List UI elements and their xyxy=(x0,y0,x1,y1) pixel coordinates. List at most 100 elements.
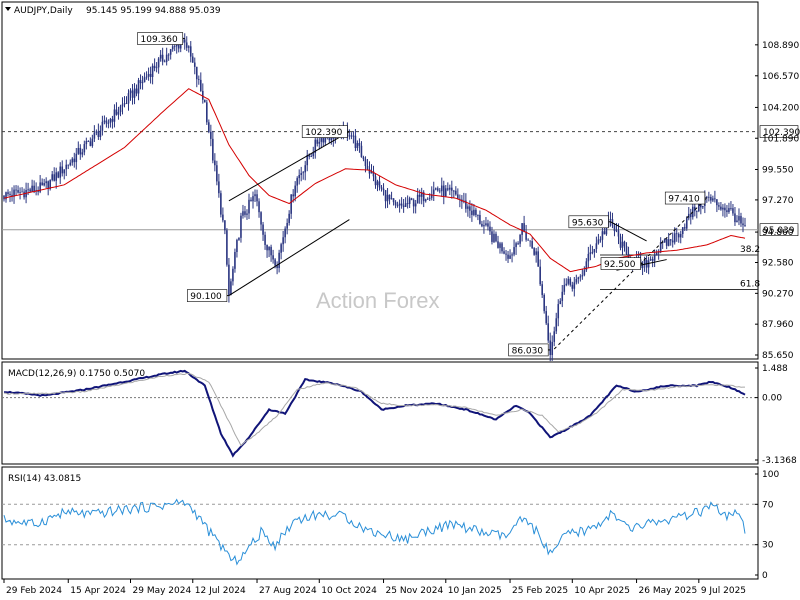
price-bar-body xyxy=(222,214,224,221)
price-bar-body xyxy=(316,139,319,144)
price-bar-body xyxy=(677,233,680,238)
price-bar-body xyxy=(91,138,94,146)
price-bar-body xyxy=(115,109,118,115)
price-bar-body xyxy=(260,212,262,225)
price-bar-body xyxy=(236,239,238,253)
rsi-panel xyxy=(1,466,759,580)
price-bar-body xyxy=(406,203,409,205)
price-bar-body xyxy=(402,205,405,207)
price-bar-body xyxy=(571,284,574,289)
chart-ohlc-readout: 95.145 95.199 94.888 95.039 xyxy=(86,6,221,16)
price-bar-body xyxy=(360,145,363,158)
price-bar-body xyxy=(685,218,688,229)
price-bar-body xyxy=(292,194,294,197)
xtick-label-1: 15 Apr 2024 xyxy=(70,586,126,596)
price-bar-body xyxy=(87,141,90,142)
price-bar-body xyxy=(11,194,13,197)
price-bar-body xyxy=(143,77,146,83)
price-bar-body xyxy=(97,131,100,137)
price-bar-body xyxy=(537,251,539,267)
callout-label-5: 92.500 xyxy=(604,260,636,270)
price-bar-body xyxy=(21,191,23,193)
price-bar-body xyxy=(726,210,728,213)
price-bar-body xyxy=(51,174,53,180)
price-bar-body xyxy=(706,196,708,198)
price-bar-body xyxy=(45,181,47,184)
price-bar-body xyxy=(324,136,327,143)
price-bar-body xyxy=(708,196,710,198)
x-axis: 29 Feb 2024 15 Apr 2024 29 May 2024 12 Jul … xyxy=(3,579,746,596)
callout-box-1 xyxy=(301,125,348,138)
price-bar-body xyxy=(649,259,652,261)
price-bar-body xyxy=(167,54,170,56)
price-bar-body xyxy=(356,143,359,149)
price-bar-body xyxy=(665,238,668,246)
price-bar-body xyxy=(135,88,138,94)
price-bar-body xyxy=(163,61,166,63)
price-bar-body xyxy=(495,233,497,242)
price-bar-body xyxy=(438,190,441,192)
price-ytick-label-3: 101.890 xyxy=(762,134,799,144)
price-bar-body xyxy=(503,251,505,254)
price-bar-body xyxy=(675,233,678,235)
price-bar-body xyxy=(744,225,746,226)
dropdown-triangle-icon[interactable] xyxy=(5,7,11,11)
price-bar-body xyxy=(569,278,572,285)
price-bar-body xyxy=(394,202,397,206)
price-bar-body xyxy=(531,241,533,249)
price-bar-body xyxy=(290,194,292,214)
price-bar-body xyxy=(151,65,154,77)
price-bar-body xyxy=(434,188,437,190)
price-bar-body xyxy=(659,242,662,253)
price-bar-body xyxy=(398,203,401,206)
price-ytick-label-4: 99.550 xyxy=(762,165,794,175)
price-bar-body xyxy=(589,252,592,254)
price-bar-body xyxy=(77,147,80,154)
price-bar-body xyxy=(310,156,313,157)
price-ytick-label-10: 85.650 xyxy=(762,351,794,361)
price-bar-body xyxy=(17,190,19,193)
price-bar-body xyxy=(396,205,399,207)
price-bar-body xyxy=(81,152,84,155)
price-bar-body xyxy=(559,300,562,305)
macd-ytick-label-1: 0.00 xyxy=(762,394,782,404)
price-bar-body xyxy=(416,194,419,204)
price-bar-body xyxy=(268,246,270,251)
price-bar-body xyxy=(161,54,164,62)
callout-box-4 xyxy=(568,215,609,229)
price-bar-body xyxy=(469,206,471,211)
price-bar-body xyxy=(597,239,600,244)
price-bar-body xyxy=(517,243,519,245)
price-bar-body xyxy=(475,209,477,216)
price-bar-body xyxy=(575,278,578,283)
price-bar-body xyxy=(320,137,323,142)
price-bar-body xyxy=(111,118,114,122)
callout-label-1: 102.390 xyxy=(305,128,342,138)
price-bar-body xyxy=(742,223,744,226)
price-bar-body xyxy=(565,283,568,285)
price-bar-body xyxy=(250,199,252,202)
price-bar-body xyxy=(352,135,355,137)
macd-ytick-label-0: 1.488 xyxy=(762,364,788,374)
price-bar-body xyxy=(493,233,495,242)
price-bar-body xyxy=(533,248,535,255)
price-bar-body xyxy=(232,268,234,282)
price-bar-body xyxy=(107,122,110,124)
price-bar-body xyxy=(264,234,266,245)
rsi-layer: RSI(14) 43.0815 100 70 30 0 xyxy=(2,470,779,581)
price-bar-body xyxy=(702,205,704,208)
price-bar-body xyxy=(440,185,443,192)
price-bar-body xyxy=(155,67,158,69)
price-bar-body xyxy=(722,207,724,210)
price-bar-body xyxy=(296,178,298,186)
price-bar-body xyxy=(322,137,325,143)
price-bar-body xyxy=(710,197,712,201)
price-bar-body xyxy=(71,158,74,163)
rsi-ytick-label-3: 0 xyxy=(762,571,768,581)
price-bar-body xyxy=(109,118,112,123)
price-bar-body xyxy=(505,253,507,255)
price-bar-body xyxy=(687,213,690,219)
price-bar-body xyxy=(591,252,594,253)
price-bar-body xyxy=(368,169,371,174)
